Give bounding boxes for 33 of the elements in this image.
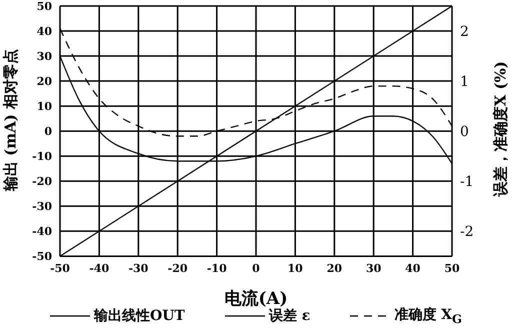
- y2-tick-label: 0: [460, 124, 469, 140]
- y2-tick-label: 2: [460, 24, 469, 40]
- x-tick-label: -30: [128, 262, 149, 276]
- y-tick-label: 20: [36, 74, 52, 88]
- x-tick-label: 50: [444, 262, 460, 276]
- y-tick-label: -30: [32, 200, 52, 214]
- y-tick-label: 30: [36, 50, 52, 63]
- x-tick-label: 10: [288, 262, 304, 276]
- y-tick-label: 10: [36, 100, 52, 113]
- y-tick-label: -10: [32, 150, 52, 164]
- legend-label: 误差 ε: [268, 307, 310, 326]
- y-tick-label: 50: [36, 0, 52, 13]
- x-tick-label: -50: [50, 262, 70, 276]
- y-tick-label: 40: [36, 24, 52, 38]
- x-tick-label: 40: [405, 262, 421, 276]
- x-tick-label: 0: [252, 262, 260, 276]
- x-tick-label: -10: [206, 262, 228, 276]
- y-tick-label: -40: [32, 225, 52, 238]
- x-tick-label: -20: [168, 262, 188, 276]
- y-axis-title: 输出 (mA) 相对零点: [1, 48, 20, 192]
- y2-tick-label: 1: [460, 74, 469, 90]
- x-tick-label: 20: [326, 262, 342, 276]
- x-tick-label: -40: [89, 262, 110, 276]
- y-tick-label: -50: [32, 250, 52, 264]
- y-tick-label: 0: [44, 125, 52, 138]
- y2-axis-title: 误差，准确度X (%): [491, 61, 510, 198]
- y-tick-label: -20: [32, 175, 52, 188]
- y2-tick-label: -2: [460, 224, 474, 240]
- x-tick-label: 30: [366, 262, 382, 276]
- legend-label: 输出线性OUT: [94, 307, 185, 326]
- x-axis-title: 电流(A): [224, 289, 288, 310]
- y2-tick-label: -1: [460, 174, 474, 190]
- legend-label: 准确度 X$_{G}$: [394, 306, 462, 326]
